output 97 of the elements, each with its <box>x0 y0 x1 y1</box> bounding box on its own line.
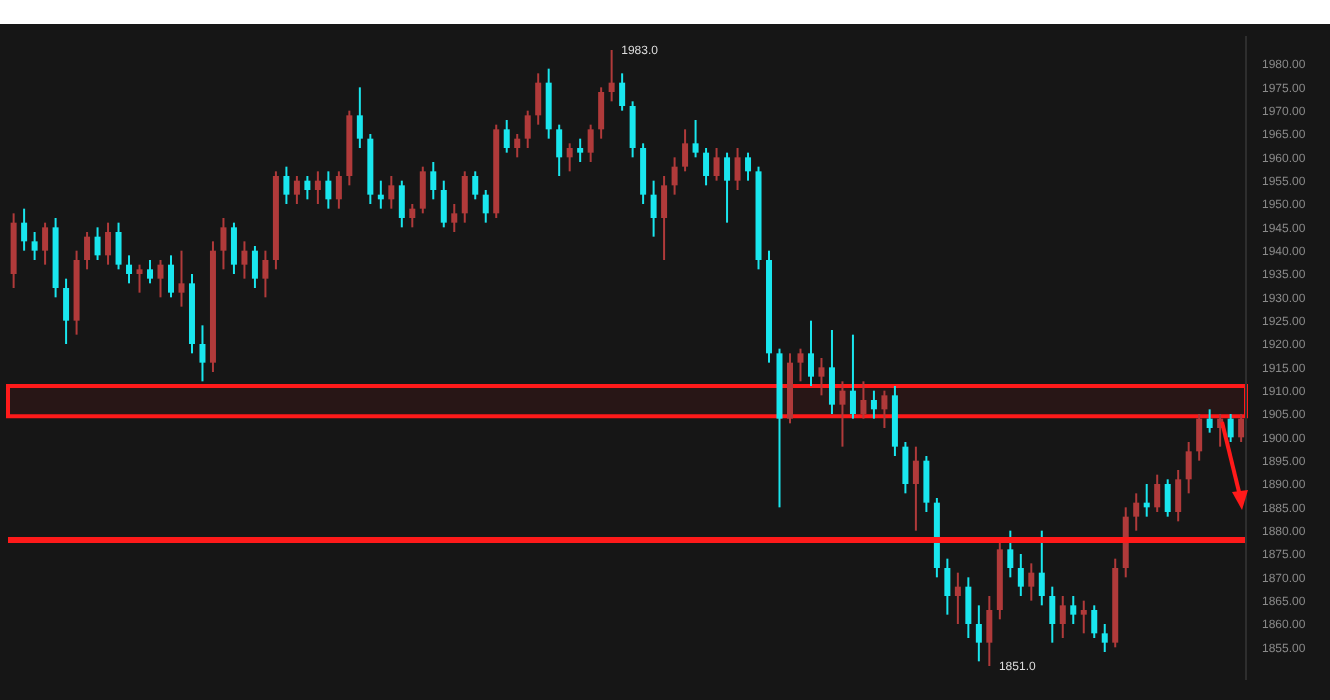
candlestick <box>1059 595 1066 639</box>
candlestick <box>828 329 835 415</box>
candlestick <box>661 175 668 261</box>
candlestick <box>126 254 133 285</box>
candlestick <box>1238 413 1245 443</box>
candlestick <box>912 445 919 532</box>
candlestick <box>63 277 70 345</box>
candlestick <box>314 170 321 205</box>
candlestick <box>608 49 615 103</box>
candlestick <box>839 380 846 448</box>
candlestick <box>587 123 594 163</box>
candlestick <box>650 179 657 238</box>
candlestick <box>860 380 867 420</box>
candlestick <box>94 226 101 261</box>
candlestick <box>923 455 930 513</box>
candlestick <box>136 263 143 294</box>
candlestick <box>241 240 248 280</box>
candlestick <box>430 161 437 201</box>
candlestick <box>954 571 961 625</box>
candlestick <box>1101 623 1108 653</box>
candlestick <box>472 170 479 201</box>
candlestick <box>881 389 888 429</box>
candlestick <box>745 151 752 182</box>
candlestick <box>1070 595 1077 625</box>
candlestick <box>870 389 877 420</box>
candlestick <box>797 347 804 383</box>
candlestick <box>1007 529 1014 579</box>
candlestick <box>1049 585 1056 644</box>
candlestick <box>535 72 542 126</box>
candlestick <box>1185 441 1192 495</box>
candlestick <box>168 254 174 299</box>
candlestick <box>703 147 710 187</box>
candlestick <box>598 86 605 140</box>
candlestick <box>21 207 28 252</box>
candlestick <box>577 137 584 163</box>
candlestick <box>105 221 112 266</box>
candlestick <box>975 604 982 663</box>
candlestick <box>902 441 909 495</box>
candlestick <box>440 179 447 229</box>
candlestick <box>84 231 91 271</box>
candlestick <box>514 133 521 159</box>
candlestick <box>671 156 678 196</box>
candlestick <box>461 170 468 224</box>
candlestick <box>734 147 741 191</box>
candlestick <box>335 170 342 210</box>
candlestick <box>1091 604 1098 639</box>
candlestick <box>1017 553 1024 597</box>
candlestick <box>1227 413 1234 443</box>
candlestick <box>115 221 122 271</box>
candlestick <box>451 203 458 233</box>
candlestick <box>283 165 290 205</box>
candlestick <box>619 72 626 112</box>
candlestick <box>807 319 814 387</box>
candlestick <box>230 221 237 275</box>
candlestick <box>1028 562 1035 602</box>
candlestick <box>1175 469 1182 523</box>
candlestick <box>398 179 405 229</box>
candlestick <box>157 259 164 299</box>
candlestick <box>356 86 363 149</box>
candlestick <box>629 100 636 159</box>
candlestick <box>713 147 720 182</box>
candlestick <box>1164 478 1171 518</box>
candlestick <box>199 324 206 383</box>
candlestick <box>818 357 825 397</box>
candlestick <box>545 67 552 140</box>
candlestick <box>1080 599 1087 635</box>
candlestick <box>1196 413 1203 462</box>
candlestick <box>1038 529 1045 607</box>
candlestick <box>293 175 300 205</box>
candlestick <box>31 231 38 261</box>
candlestick <box>965 576 972 639</box>
candlestick <box>220 217 227 271</box>
candlestick <box>409 203 416 229</box>
candlestick <box>1133 492 1140 532</box>
candlestick <box>566 142 573 173</box>
candlestick <box>944 557 951 616</box>
candlestick <box>42 221 49 266</box>
candlestick <box>251 245 258 289</box>
candlestick <box>1206 408 1213 434</box>
candlestick <box>147 259 154 285</box>
candlestick <box>325 170 332 210</box>
candlestick <box>524 109 531 149</box>
candlestick <box>304 175 311 201</box>
candlestick <box>682 128 689 173</box>
candlestick <box>556 123 563 177</box>
candlestick <box>640 142 647 205</box>
candlestick <box>692 119 699 159</box>
candlestick <box>986 595 993 667</box>
candlestick <box>849 333 856 420</box>
candlestick <box>724 151 731 224</box>
candlestick <box>388 175 395 210</box>
candlestick <box>482 189 489 224</box>
candlestick <box>262 249 269 299</box>
candlestick <box>178 249 185 308</box>
candlestick <box>419 165 426 215</box>
candlestick <box>503 119 510 154</box>
candlestick <box>1154 473 1161 513</box>
